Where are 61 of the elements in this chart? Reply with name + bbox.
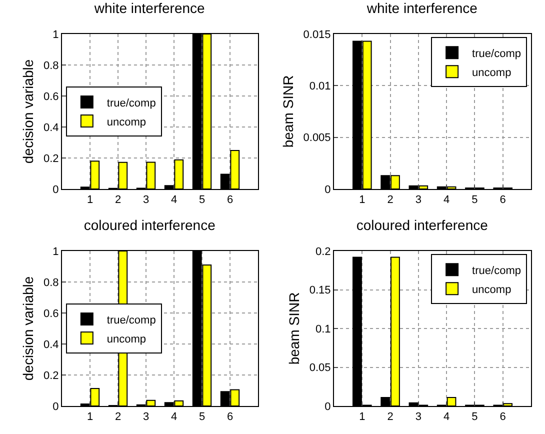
- y-tick-label: 0.2: [44, 152, 59, 165]
- chart-title: white interference: [366, 0, 478, 16]
- x-tick-label: 6: [500, 411, 506, 424]
- x-tick-label: 1: [86, 194, 94, 206]
- legend-label: uncomp: [472, 66, 512, 79]
- x-tick-label: 5: [198, 194, 206, 206]
- legend-label: uncomp: [472, 284, 512, 296]
- x-tick-label: 3: [415, 411, 422, 424]
- y-tick-label: 0.8: [44, 60, 59, 72]
- y-tick-label: 1: [52, 246, 59, 258]
- x-tick-label: 1: [86, 411, 94, 424]
- y-tick-label: 0.1: [316, 323, 331, 336]
- y-tick-label: 0.8: [44, 276, 59, 289]
- y-axis-title: beam SINR: [286, 292, 302, 365]
- x-tick-label: 2: [387, 411, 394, 424]
- x-tick-label: 5: [198, 411, 206, 424]
- x-tick-label: 1: [359, 411, 366, 424]
- x-tick-label: 5: [472, 194, 478, 206]
- chart-title: coloured interference: [84, 217, 216, 234]
- chart-title: white interference: [93, 0, 206, 16]
- y-tick-label: 0: [324, 400, 331, 413]
- y-tick-label: 0.015: [303, 28, 331, 41]
- x-tick-label: 1: [359, 194, 366, 206]
- x-tick-label: 5: [472, 411, 478, 424]
- x-tick-label: 6: [226, 194, 234, 206]
- y-axis-title: decision variable: [20, 276, 36, 381]
- y-tick-label: 1: [52, 28, 59, 41]
- chart-title: coloured interference: [356, 217, 488, 234]
- x-tick-label: 3: [415, 194, 422, 206]
- legend-label: true/comp: [106, 97, 156, 110]
- y-tick-label: 0.2: [316, 246, 331, 258]
- y-tick-label: 0.6: [44, 90, 59, 103]
- x-tick-label: 4: [170, 411, 178, 424]
- x-tick-label: 4: [170, 194, 178, 206]
- y-tick-label: 0.4: [44, 338, 59, 351]
- x-tick-label: 4: [444, 411, 450, 424]
- y-tick-label: 0.005: [303, 132, 331, 144]
- y-tick-label: 0.4: [44, 122, 59, 134]
- y-tick-label: 0.05: [309, 362, 331, 374]
- y-axis-title: beam SINR: [280, 75, 296, 148]
- x-tick-label: 2: [387, 194, 394, 206]
- x-tick-label: 2: [114, 411, 122, 424]
- y-tick-label: 0.2: [44, 370, 59, 382]
- legend-label: true/comp: [472, 264, 521, 277]
- y-tick-label: 0: [52, 400, 59, 413]
- x-tick-label: 2: [114, 194, 122, 206]
- x-tick-label: 3: [142, 411, 150, 424]
- y-tick-label: 0: [324, 184, 331, 196]
- legend-label: true/comp: [472, 48, 521, 60]
- y-tick-label: 0.01: [309, 80, 331, 93]
- x-tick-label: 6: [226, 411, 234, 424]
- y-tick-label: 0.6: [44, 308, 59, 320]
- legend-label: uncomp: [106, 333, 146, 346]
- x-tick-label: 6: [500, 194, 506, 206]
- y-tick-label: 0: [52, 184, 59, 196]
- y-tick-label: 0.15: [309, 284, 331, 297]
- x-tick-label: 4: [444, 194, 450, 206]
- legend-label: true/comp: [106, 314, 156, 326]
- x-tick-label: 3: [142, 194, 150, 206]
- y-axis-title: decision variable: [20, 59, 36, 164]
- legend-label: uncomp: [106, 116, 146, 128]
